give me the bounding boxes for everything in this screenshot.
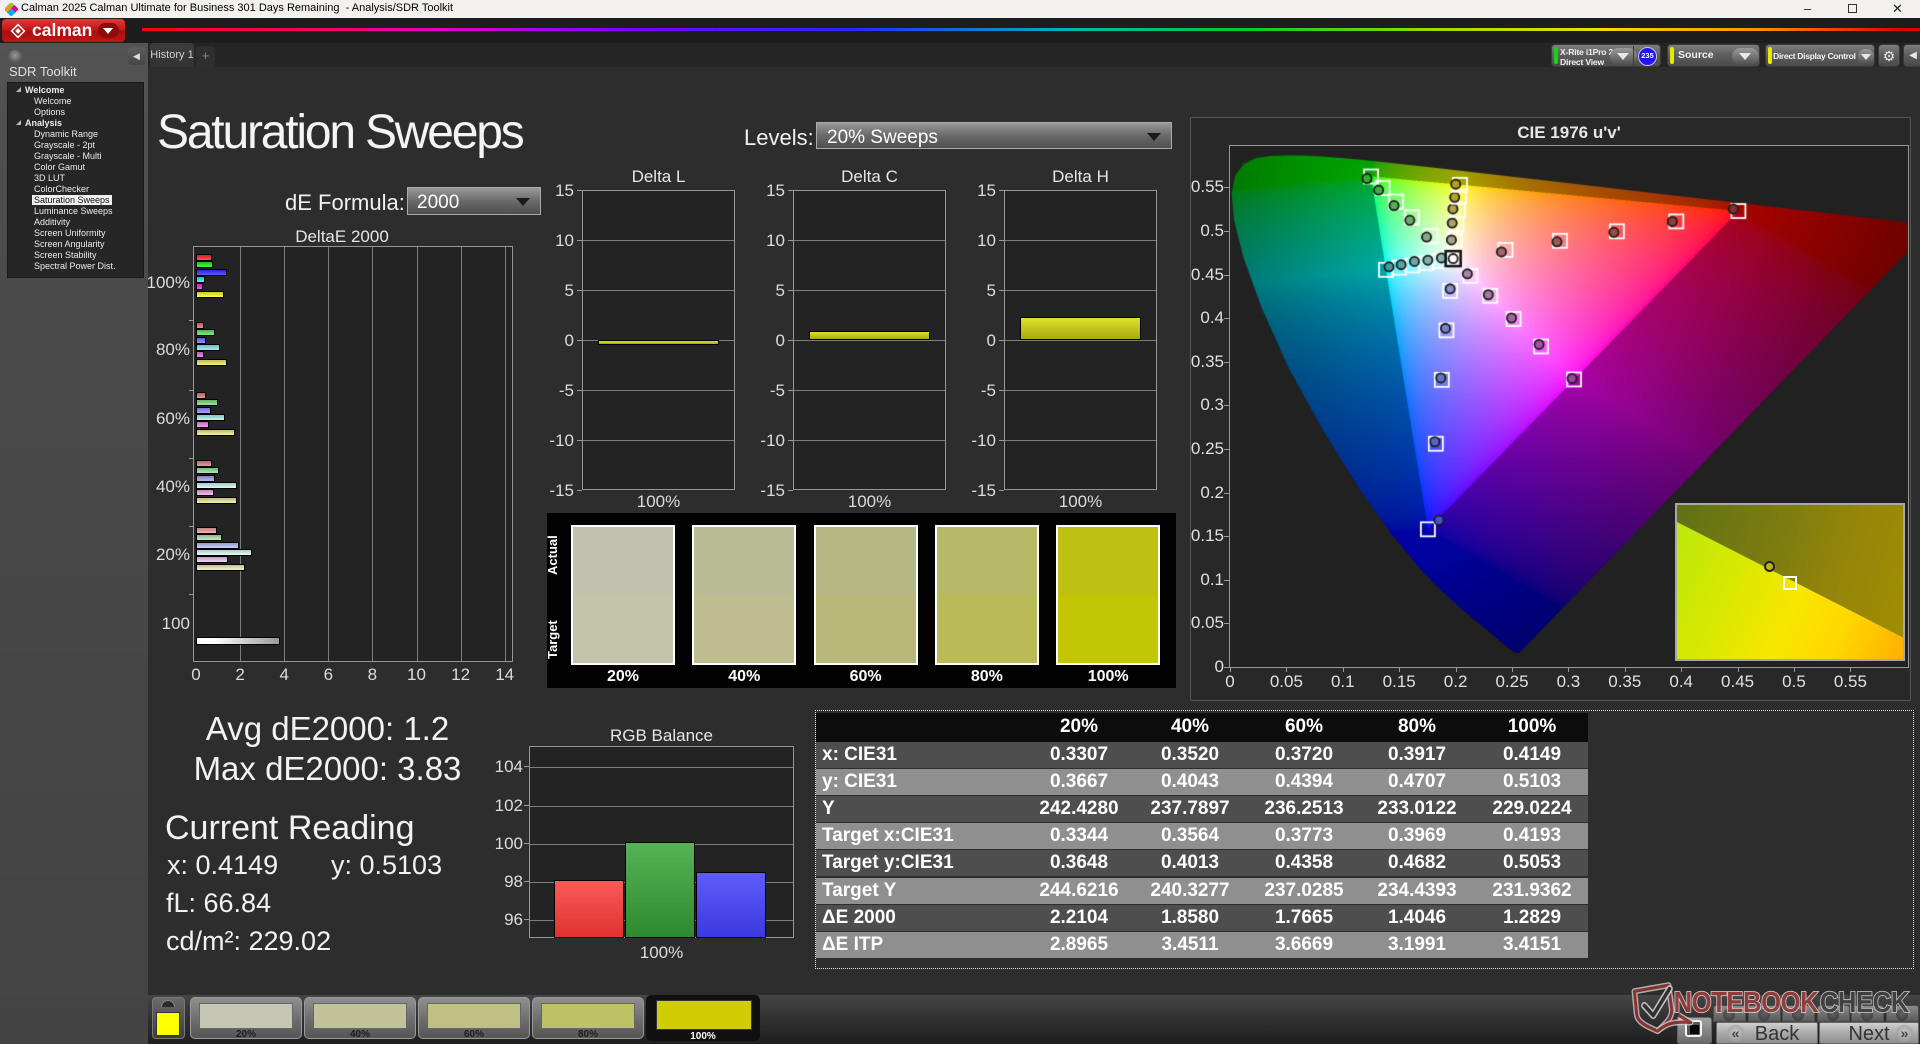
svg-text:CHECK: CHECK	[1820, 986, 1910, 1019]
svg-text:NOTEBOOK: NOTEBOOK	[1674, 986, 1819, 1019]
